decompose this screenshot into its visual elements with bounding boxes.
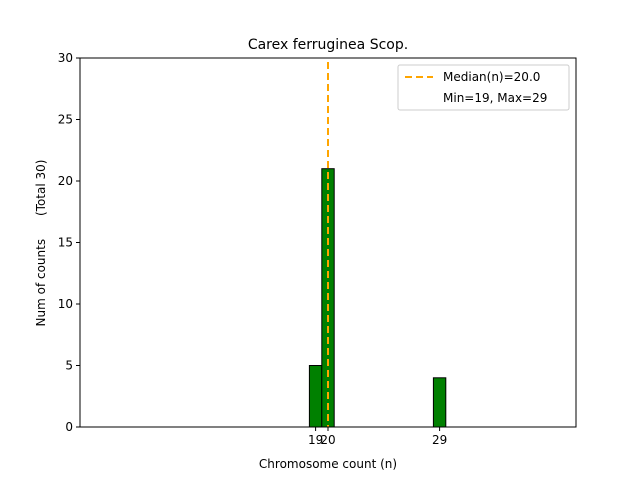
legend-entry-minmax: Min=19, Max=29 xyxy=(443,91,547,105)
x-tick-label: 19 xyxy=(308,433,323,447)
y-tick-label: 30 xyxy=(58,51,73,65)
y-tick-label: 0 xyxy=(65,420,73,434)
y-tick-label: 5 xyxy=(65,359,73,373)
y-ticks: 0 5 10 15 20 25 30 xyxy=(58,51,80,434)
y-axis-label: Num of counts (Total 30) xyxy=(34,160,48,327)
legend-entry-median: Median(n)=20.0 xyxy=(443,70,540,84)
y-tick-label: 25 xyxy=(58,113,73,127)
bar-29 xyxy=(432,377,447,428)
y-tick-label: 10 xyxy=(58,297,73,311)
legend: Median(n)=20.0 Min=19, Max=29 xyxy=(397,64,570,111)
x-tick-label: 29 xyxy=(432,433,447,447)
bars xyxy=(80,168,483,428)
x-tick-label: 20 xyxy=(320,433,335,447)
legend-box xyxy=(397,64,570,111)
bar-19 xyxy=(308,365,323,428)
y-tick-label: 20 xyxy=(58,174,73,188)
chart-title: Carex ferruginea Scop. xyxy=(248,37,408,53)
x-axis-label: Chromosome count (n) xyxy=(259,457,397,471)
y-tick-label: 15 xyxy=(58,236,73,250)
